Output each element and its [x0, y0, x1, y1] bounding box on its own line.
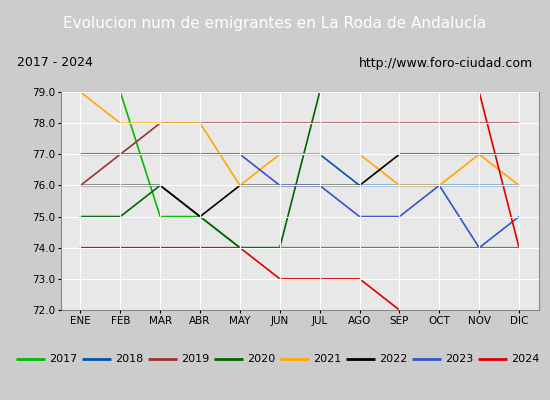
Text: 2018: 2018 — [115, 354, 143, 364]
Text: 2021: 2021 — [313, 354, 341, 364]
Text: http://www.foro-ciudad.com: http://www.foro-ciudad.com — [359, 56, 532, 70]
Text: 2019: 2019 — [181, 354, 209, 364]
Text: 2017: 2017 — [49, 354, 77, 364]
Text: 2023: 2023 — [445, 354, 473, 364]
Text: 2017 - 2024: 2017 - 2024 — [18, 56, 93, 70]
Text: 2020: 2020 — [247, 354, 275, 364]
Text: Evolucion num de emigrantes en La Roda de Andalucía: Evolucion num de emigrantes en La Roda d… — [63, 15, 487, 31]
Text: 2022: 2022 — [379, 354, 408, 364]
Text: 2024: 2024 — [511, 354, 540, 364]
